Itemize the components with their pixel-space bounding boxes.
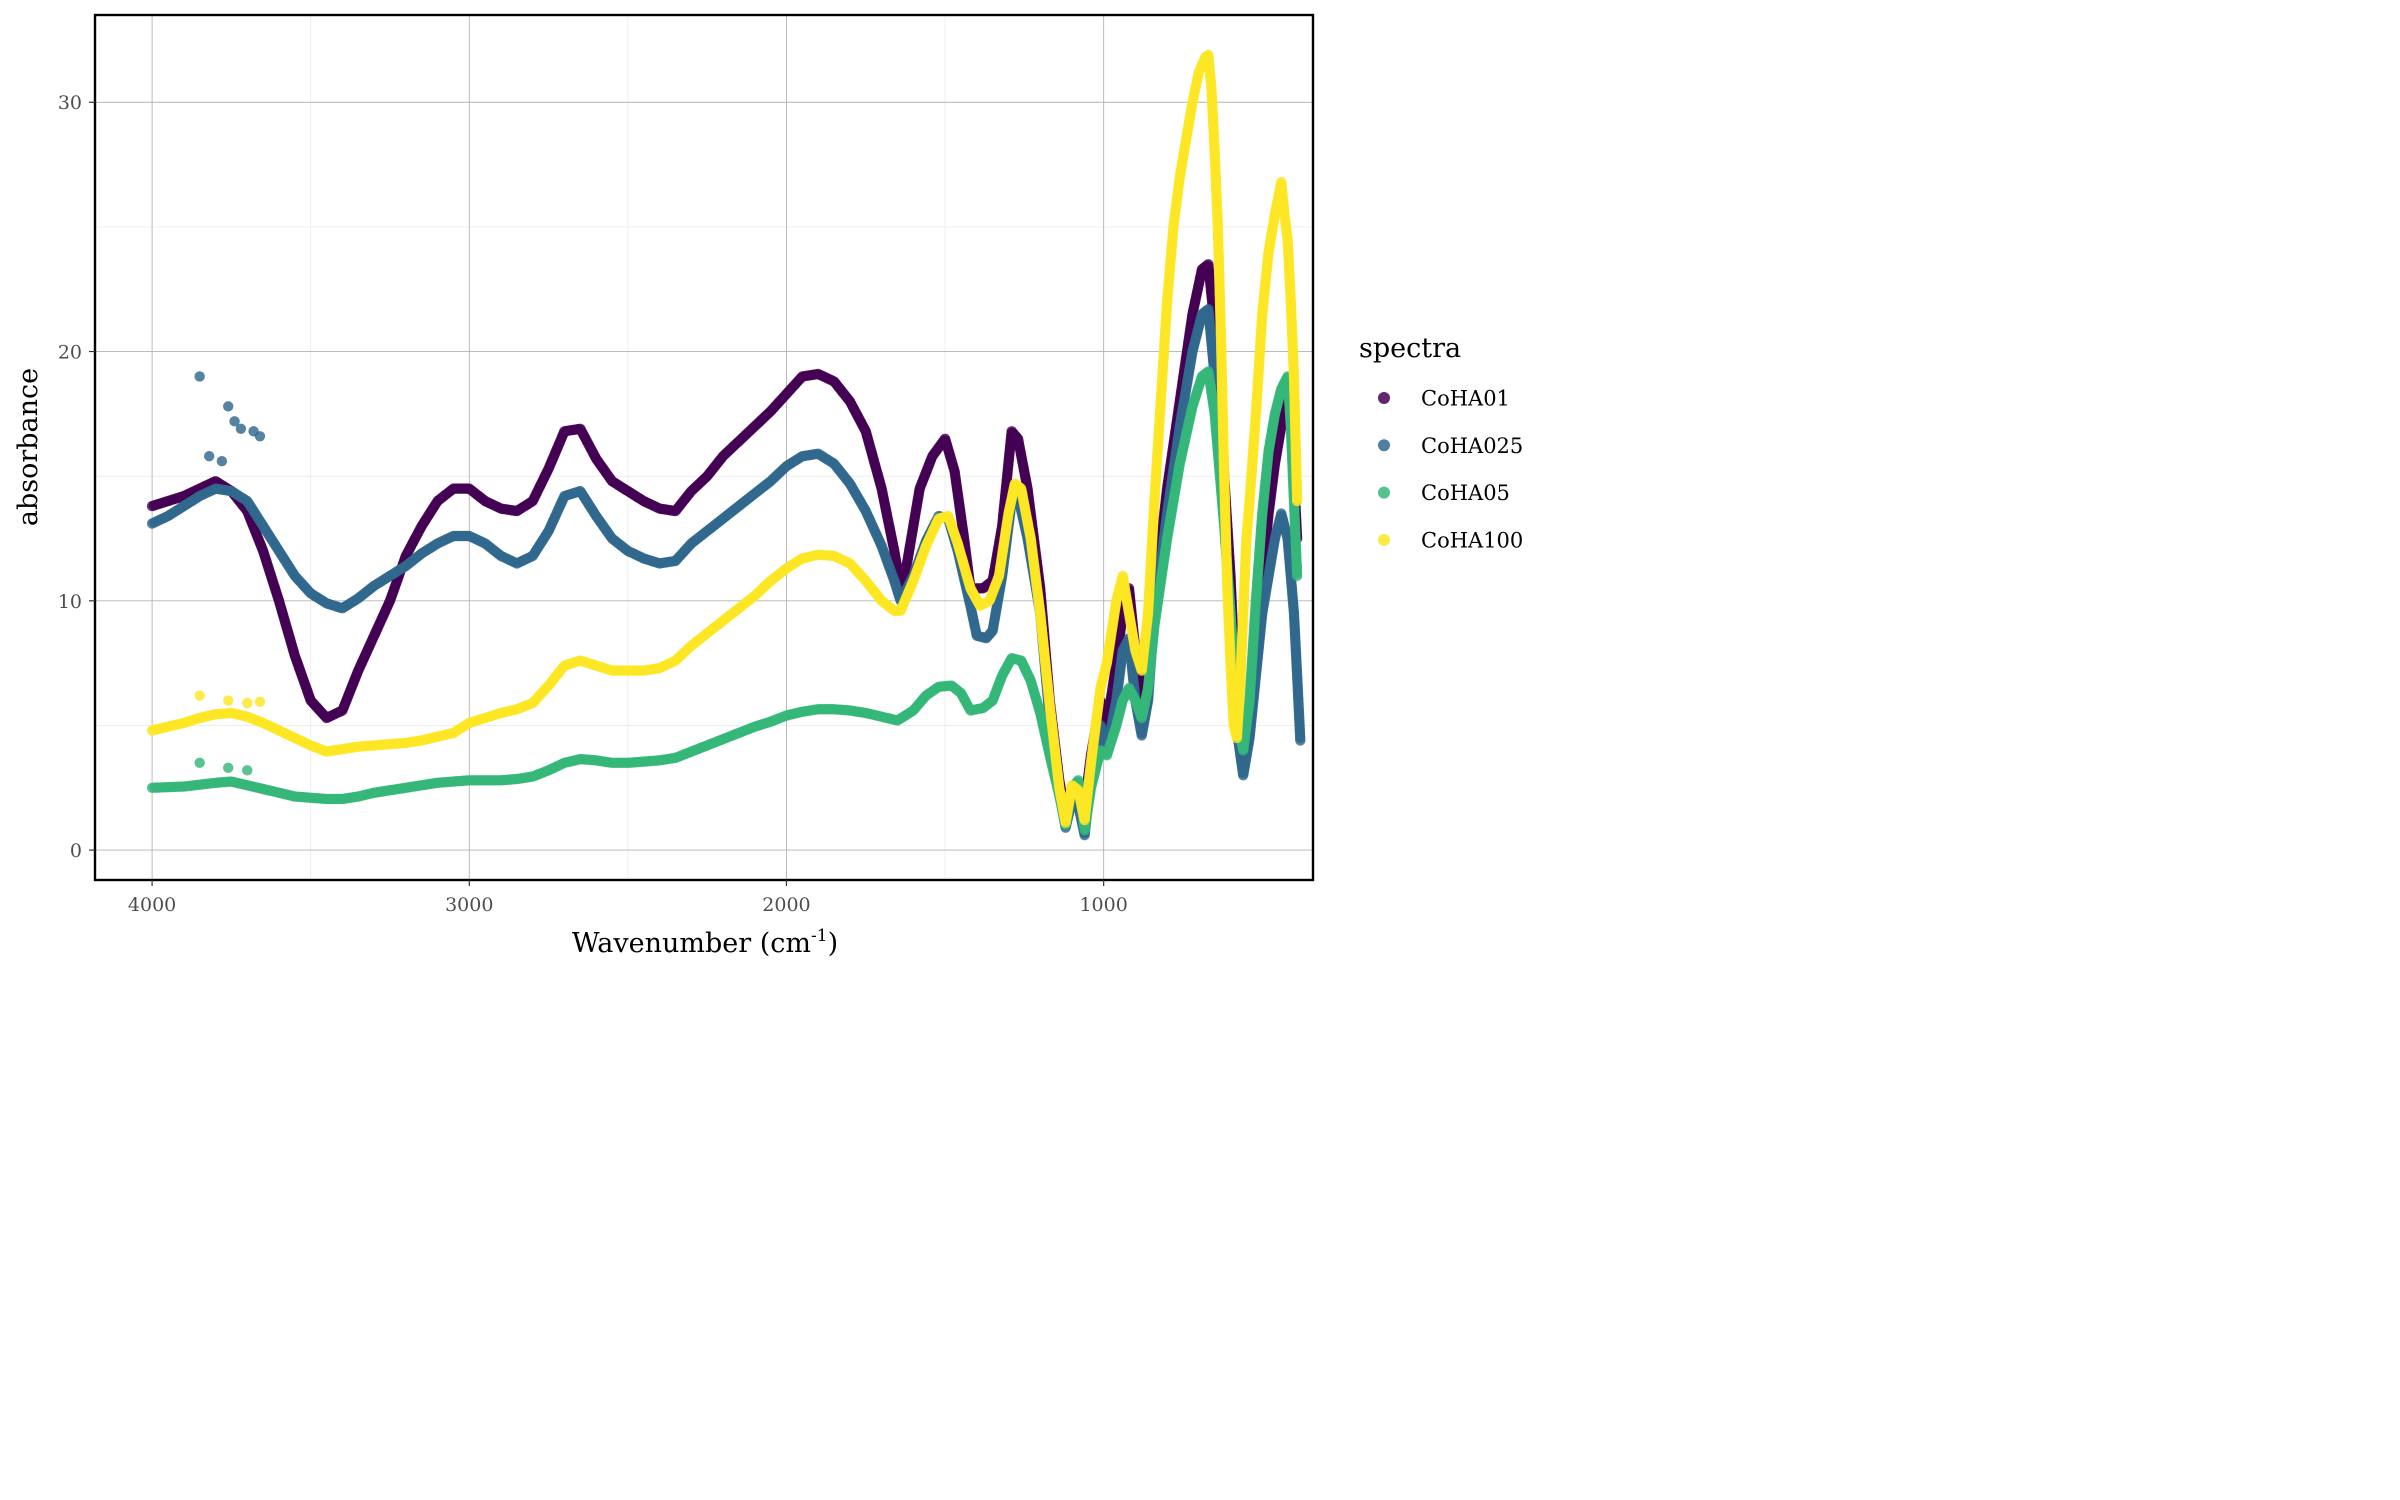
chart: 4000 3000 2000 1000 0 10 20 30 Wavenumber (cm-… bbox=[0, 0, 1567, 979]
data-point bbox=[1291, 570, 1303, 582]
data-points bbox=[146, 49, 1306, 841]
chart-background bbox=[0, 0, 1567, 979]
data-point bbox=[1295, 735, 1306, 746]
